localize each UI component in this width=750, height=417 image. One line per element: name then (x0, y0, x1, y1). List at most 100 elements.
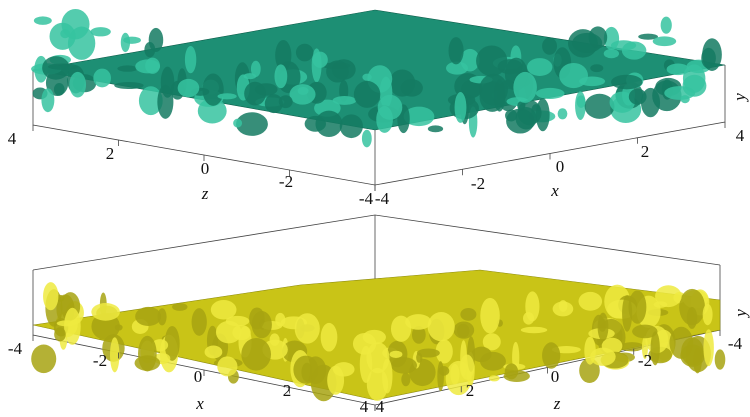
vortex-bottom (437, 361, 444, 391)
vortex-top (401, 79, 423, 96)
vortex-top (315, 111, 342, 137)
left-tick-label: 0 (201, 159, 210, 178)
vortex-bottom (703, 304, 713, 325)
vortex-bottom (295, 313, 320, 343)
vortex-bottom (327, 366, 344, 395)
vortex-top (585, 94, 615, 119)
left-tick-label: 2 (283, 381, 292, 400)
vertical-axis-label: y (731, 309, 750, 319)
vortex-top (50, 23, 76, 50)
vortex-bottom (578, 292, 602, 311)
right-tick-label: -4 (728, 334, 743, 353)
vortex-top (54, 83, 65, 96)
vertical-axis-label: y (730, 93, 749, 103)
vortex-top (479, 74, 508, 106)
vortex-bottom (172, 303, 187, 311)
vortex-bottom (489, 375, 500, 381)
vortex-bottom (205, 345, 223, 358)
vortex-top (354, 81, 380, 108)
vortex-top (362, 130, 372, 148)
vortex-bottom (390, 351, 403, 358)
left-tick-label: 0 (194, 367, 203, 386)
vortex-bottom (590, 348, 616, 366)
vortex-top (274, 64, 287, 88)
vortex-bottom (401, 373, 410, 387)
right-tick-label: 4 (376, 397, 385, 416)
right-axis-label: z (553, 394, 561, 413)
vortex-bottom (460, 308, 476, 321)
vortex-top (178, 79, 200, 97)
vortex-top (536, 98, 550, 131)
left-tick-label: 4 (8, 129, 17, 148)
vortex-top (202, 74, 223, 106)
vortex-top (701, 48, 716, 69)
vortex-top (185, 46, 196, 73)
vortex-top (661, 17, 672, 34)
vortex-top (333, 96, 357, 105)
vortex-bottom (622, 295, 632, 332)
right-tick-label: -2 (471, 174, 485, 193)
vortex-bottom (363, 330, 386, 345)
left-tick-label: -2 (279, 172, 293, 191)
vortex-bottom (480, 298, 500, 334)
right-tick-label: -2 (638, 351, 652, 370)
vortex-bottom (438, 366, 449, 376)
vortex-bottom (391, 357, 417, 373)
vortex-bottom (31, 344, 56, 373)
vortex-bottom (598, 313, 609, 342)
left-axis-label: z (201, 184, 209, 203)
vortex-top (449, 37, 464, 64)
vortex-top (34, 16, 52, 25)
vortex-bottom (57, 320, 77, 326)
vortex-top (123, 37, 141, 44)
right-tick-label: 0 (551, 367, 560, 386)
vortex-top (157, 85, 173, 119)
vortex-bottom (241, 338, 271, 371)
vortex-bottom (232, 325, 250, 340)
vortex-bottom (54, 327, 66, 341)
vortex-bottom (553, 301, 574, 316)
vortex-bottom (521, 327, 548, 333)
vortex-bottom (457, 324, 469, 338)
vortex-bottom (321, 323, 338, 352)
vortex-bottom (417, 349, 440, 358)
vortex-bottom (505, 363, 518, 379)
left-tick-label: -4 (8, 339, 23, 358)
vortex-bottom (158, 308, 167, 325)
vortex-top (629, 89, 647, 105)
vortex-top (243, 73, 256, 79)
vortex-top (218, 93, 237, 99)
vortex-top (296, 44, 314, 62)
vortex-top (233, 119, 242, 128)
vortex-bottom (217, 356, 237, 376)
vortex-top (653, 36, 676, 46)
vortex-bottom (681, 337, 703, 365)
vortex-top (428, 125, 443, 132)
vortex-bottom (91, 303, 120, 321)
vortex-bottom (654, 301, 668, 308)
vortex-top (290, 84, 316, 104)
vortex-top (577, 95, 586, 107)
vortex-bottom (252, 311, 272, 338)
vortex-top (559, 63, 588, 88)
vortex-top (558, 108, 568, 119)
vortex-bottom (703, 329, 713, 366)
vortex-top (476, 45, 507, 76)
right-tick-label: 4 (736, 126, 745, 145)
vortex-top (90, 27, 110, 36)
vortex-top (527, 58, 552, 76)
vortex-bottom (301, 363, 312, 382)
vortex-top (41, 88, 54, 112)
vortex-top (604, 49, 619, 58)
vortex-bottom (687, 307, 697, 329)
left-tick-label: -4 (359, 189, 374, 208)
vortex-top (667, 64, 690, 76)
vortex-bottom (226, 316, 250, 326)
vortex-top (589, 26, 608, 48)
vortex-bottom (115, 324, 123, 330)
vortex-bottom (366, 342, 389, 373)
left-tick-label: 4 (360, 397, 369, 416)
vortex-bottom (405, 314, 431, 330)
left-axis-label: x (195, 394, 204, 413)
left-tick-label: 2 (106, 144, 115, 163)
